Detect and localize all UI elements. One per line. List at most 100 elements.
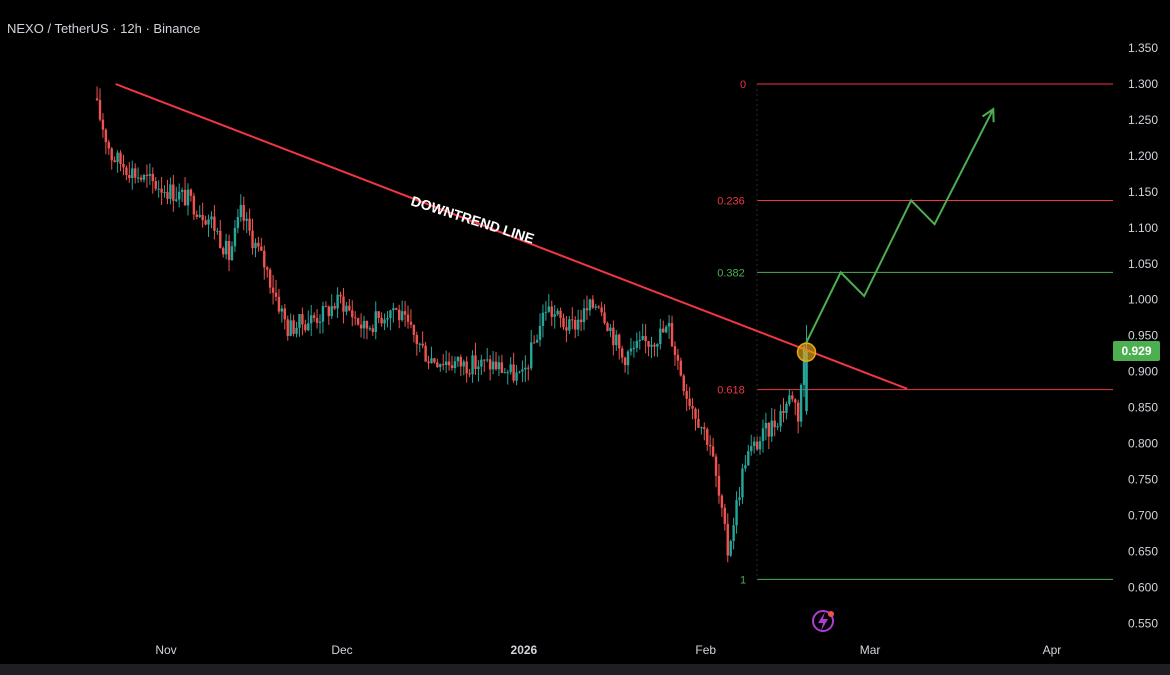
candle-body [703,427,706,430]
candle-body [491,361,495,370]
fib-levels: 0 0.236 0.382 0.618 1 [717,79,1113,586]
candle-body [368,328,372,330]
candle-body [559,310,562,318]
candle-body [213,216,216,231]
candle-body [224,240,228,255]
candle-body [659,328,662,345]
candle-body [620,348,624,358]
candle-body [673,346,677,355]
candle-body [107,142,110,149]
candle-body [618,334,621,349]
candle-body [415,334,419,345]
y-tick-label: 1.100 [1128,221,1158,235]
candle-body [752,441,756,447]
lightning-icon[interactable] [812,610,834,632]
candle-body [439,364,442,368]
candle-body [377,311,380,318]
candle-body [362,320,366,329]
candle-body [500,362,504,373]
candle-body [148,173,152,176]
candle-body [403,311,407,315]
candle-body [101,119,105,130]
candle-body [266,267,269,270]
candles [95,86,808,563]
y-tick-label: 0.800 [1128,437,1158,451]
breakout-circle [796,342,817,362]
candle-body [330,306,333,317]
candle-body [321,306,325,322]
candle-body [738,497,741,501]
projected-path[interactable] [804,107,995,345]
y-tick-label: 1.000 [1128,293,1158,307]
candle-body [711,446,715,457]
candle-body [785,403,788,413]
candle-body [644,336,647,342]
candle-body [679,360,683,376]
y-tick-label: 0.900 [1128,365,1158,379]
x-tick-label: Dec [331,643,352,657]
y-tick-label: 0.750 [1128,472,1158,486]
candle-body [172,184,175,201]
candle-body [773,420,776,428]
candle-body [380,317,383,324]
price-axis[interactable]: 1.350 1.300 1.250 1.200 1.150 1.100 1.050 1.000… [1128,41,1158,630]
candle-body [204,220,207,225]
candle-body [585,308,589,311]
projection-line [804,108,995,345]
candle-body [726,523,729,556]
candle-body [565,327,568,331]
candle-body [750,446,753,452]
candle-body [732,525,735,541]
downtrend-line[interactable] [115,83,908,390]
y-tick-label: 1.150 [1128,185,1158,199]
candle-body [480,359,483,367]
candle-body [708,444,712,447]
candle-body [527,367,530,369]
candle-body [365,320,369,329]
candle-body [430,358,433,364]
candle-body [271,287,275,293]
y-tick-label: 1.250 [1128,113,1158,127]
candle-body [418,343,421,345]
candle-body [257,242,260,247]
candle-body [442,364,445,366]
candle-body [128,175,131,179]
candle-body [421,343,424,346]
candle-body [274,292,278,297]
breakout-marker[interactable] [796,342,817,362]
candle-body [336,294,339,309]
candle-body [606,323,609,331]
candle-body [761,428,765,442]
candle-body [192,195,196,215]
candle-body [741,468,744,498]
candle-body [591,299,595,308]
candle-body [629,348,633,352]
candle-body [497,362,501,370]
candle-body [125,167,128,176]
candle-body [304,324,307,331]
candle-body [292,320,295,334]
candle-body [389,310,392,318]
fib-label: 0.382 [717,267,745,279]
candle-body [254,242,257,249]
candle-body [116,152,119,163]
symbol-title[interactable]: NEXO / TetherUS · 12h · Binance [7,21,201,36]
x-tick-label: Feb [695,643,716,657]
candle-body [729,540,732,556]
candle-body [166,192,169,199]
time-axis[interactable]: Nov Dec 2026 Feb Mar Apr [155,643,1061,657]
candle-body [295,327,298,334]
candle-body [386,317,389,320]
candle-body [345,305,348,312]
candle-body [714,456,718,476]
candle-body [145,174,149,176]
y-tick-label: 0.600 [1128,580,1158,594]
candle-body [444,361,448,365]
candle-body [450,365,454,369]
y-tick-label: 1.200 [1128,149,1158,163]
candle-body [553,314,556,317]
candle-body [744,465,747,469]
candle-body [251,230,254,249]
candle-body [239,205,243,218]
